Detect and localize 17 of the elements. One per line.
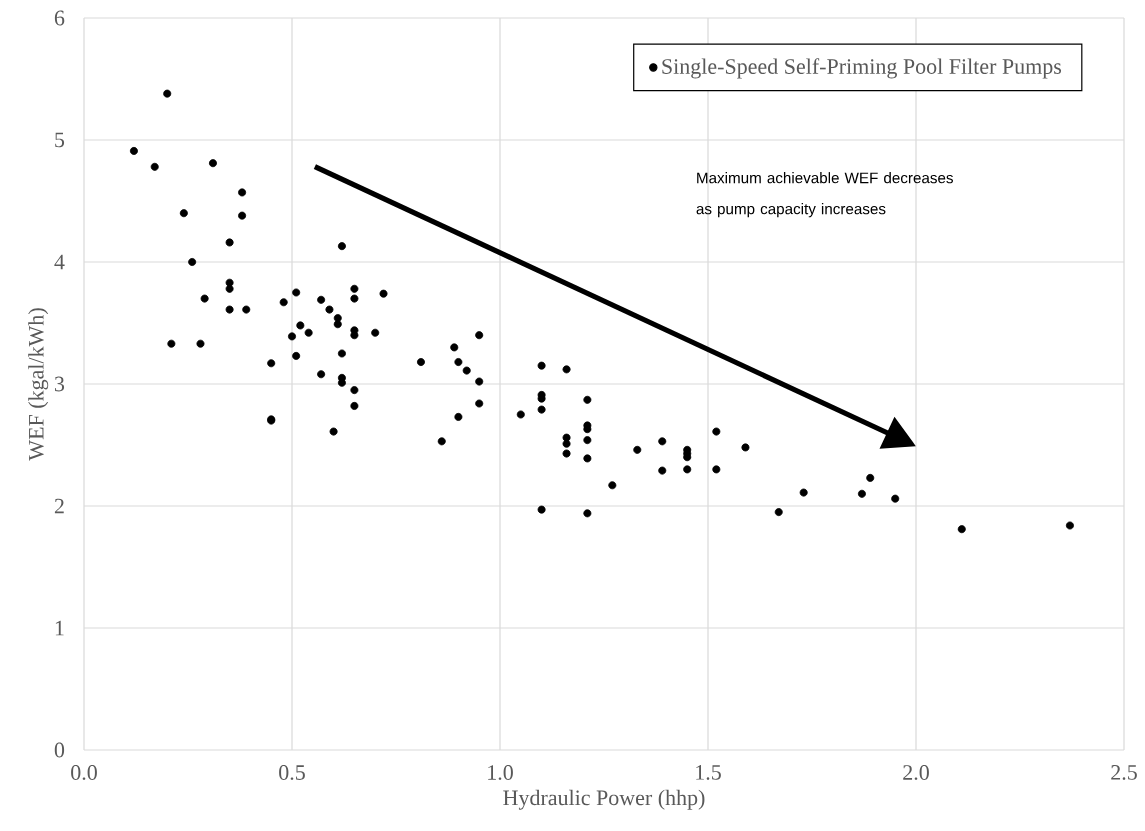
x-tick-label: 2.0 <box>903 765 929 780</box>
text: Maximum achievable WEF decreases as pump capacity increases <box>696 172 953 218</box>
x-tick-label: 1.5 <box>696 765 721 780</box>
y-tick-label: 1 <box>55 620 64 636</box>
y-tick-label: 2 <box>54 498 64 514</box>
x-tick-label: 2.5 <box>1111 765 1137 780</box>
y-tick-label: 5 <box>55 132 65 148</box>
x-axis-title: Hydraulic Power (hhp) <box>503 789 705 810</box>
y-tick-label: 0 <box>54 742 65 758</box>
y-tick-label: 3 <box>55 376 65 392</box>
y-tick-label: 4 <box>54 254 65 270</box>
legend-label: Single-Speed Self-Priming Pool Filter Pumps <box>662 58 1062 79</box>
x-tick-label: 1.0 <box>488 765 513 780</box>
x-tick-label: 0.5 <box>279 765 305 780</box>
y-tick-label: 6 <box>54 10 65 26</box>
y-axis-title: WEF (kgal/kWh) <box>28 308 49 461</box>
x-tick-label: 0.0 <box>71 765 97 780</box>
